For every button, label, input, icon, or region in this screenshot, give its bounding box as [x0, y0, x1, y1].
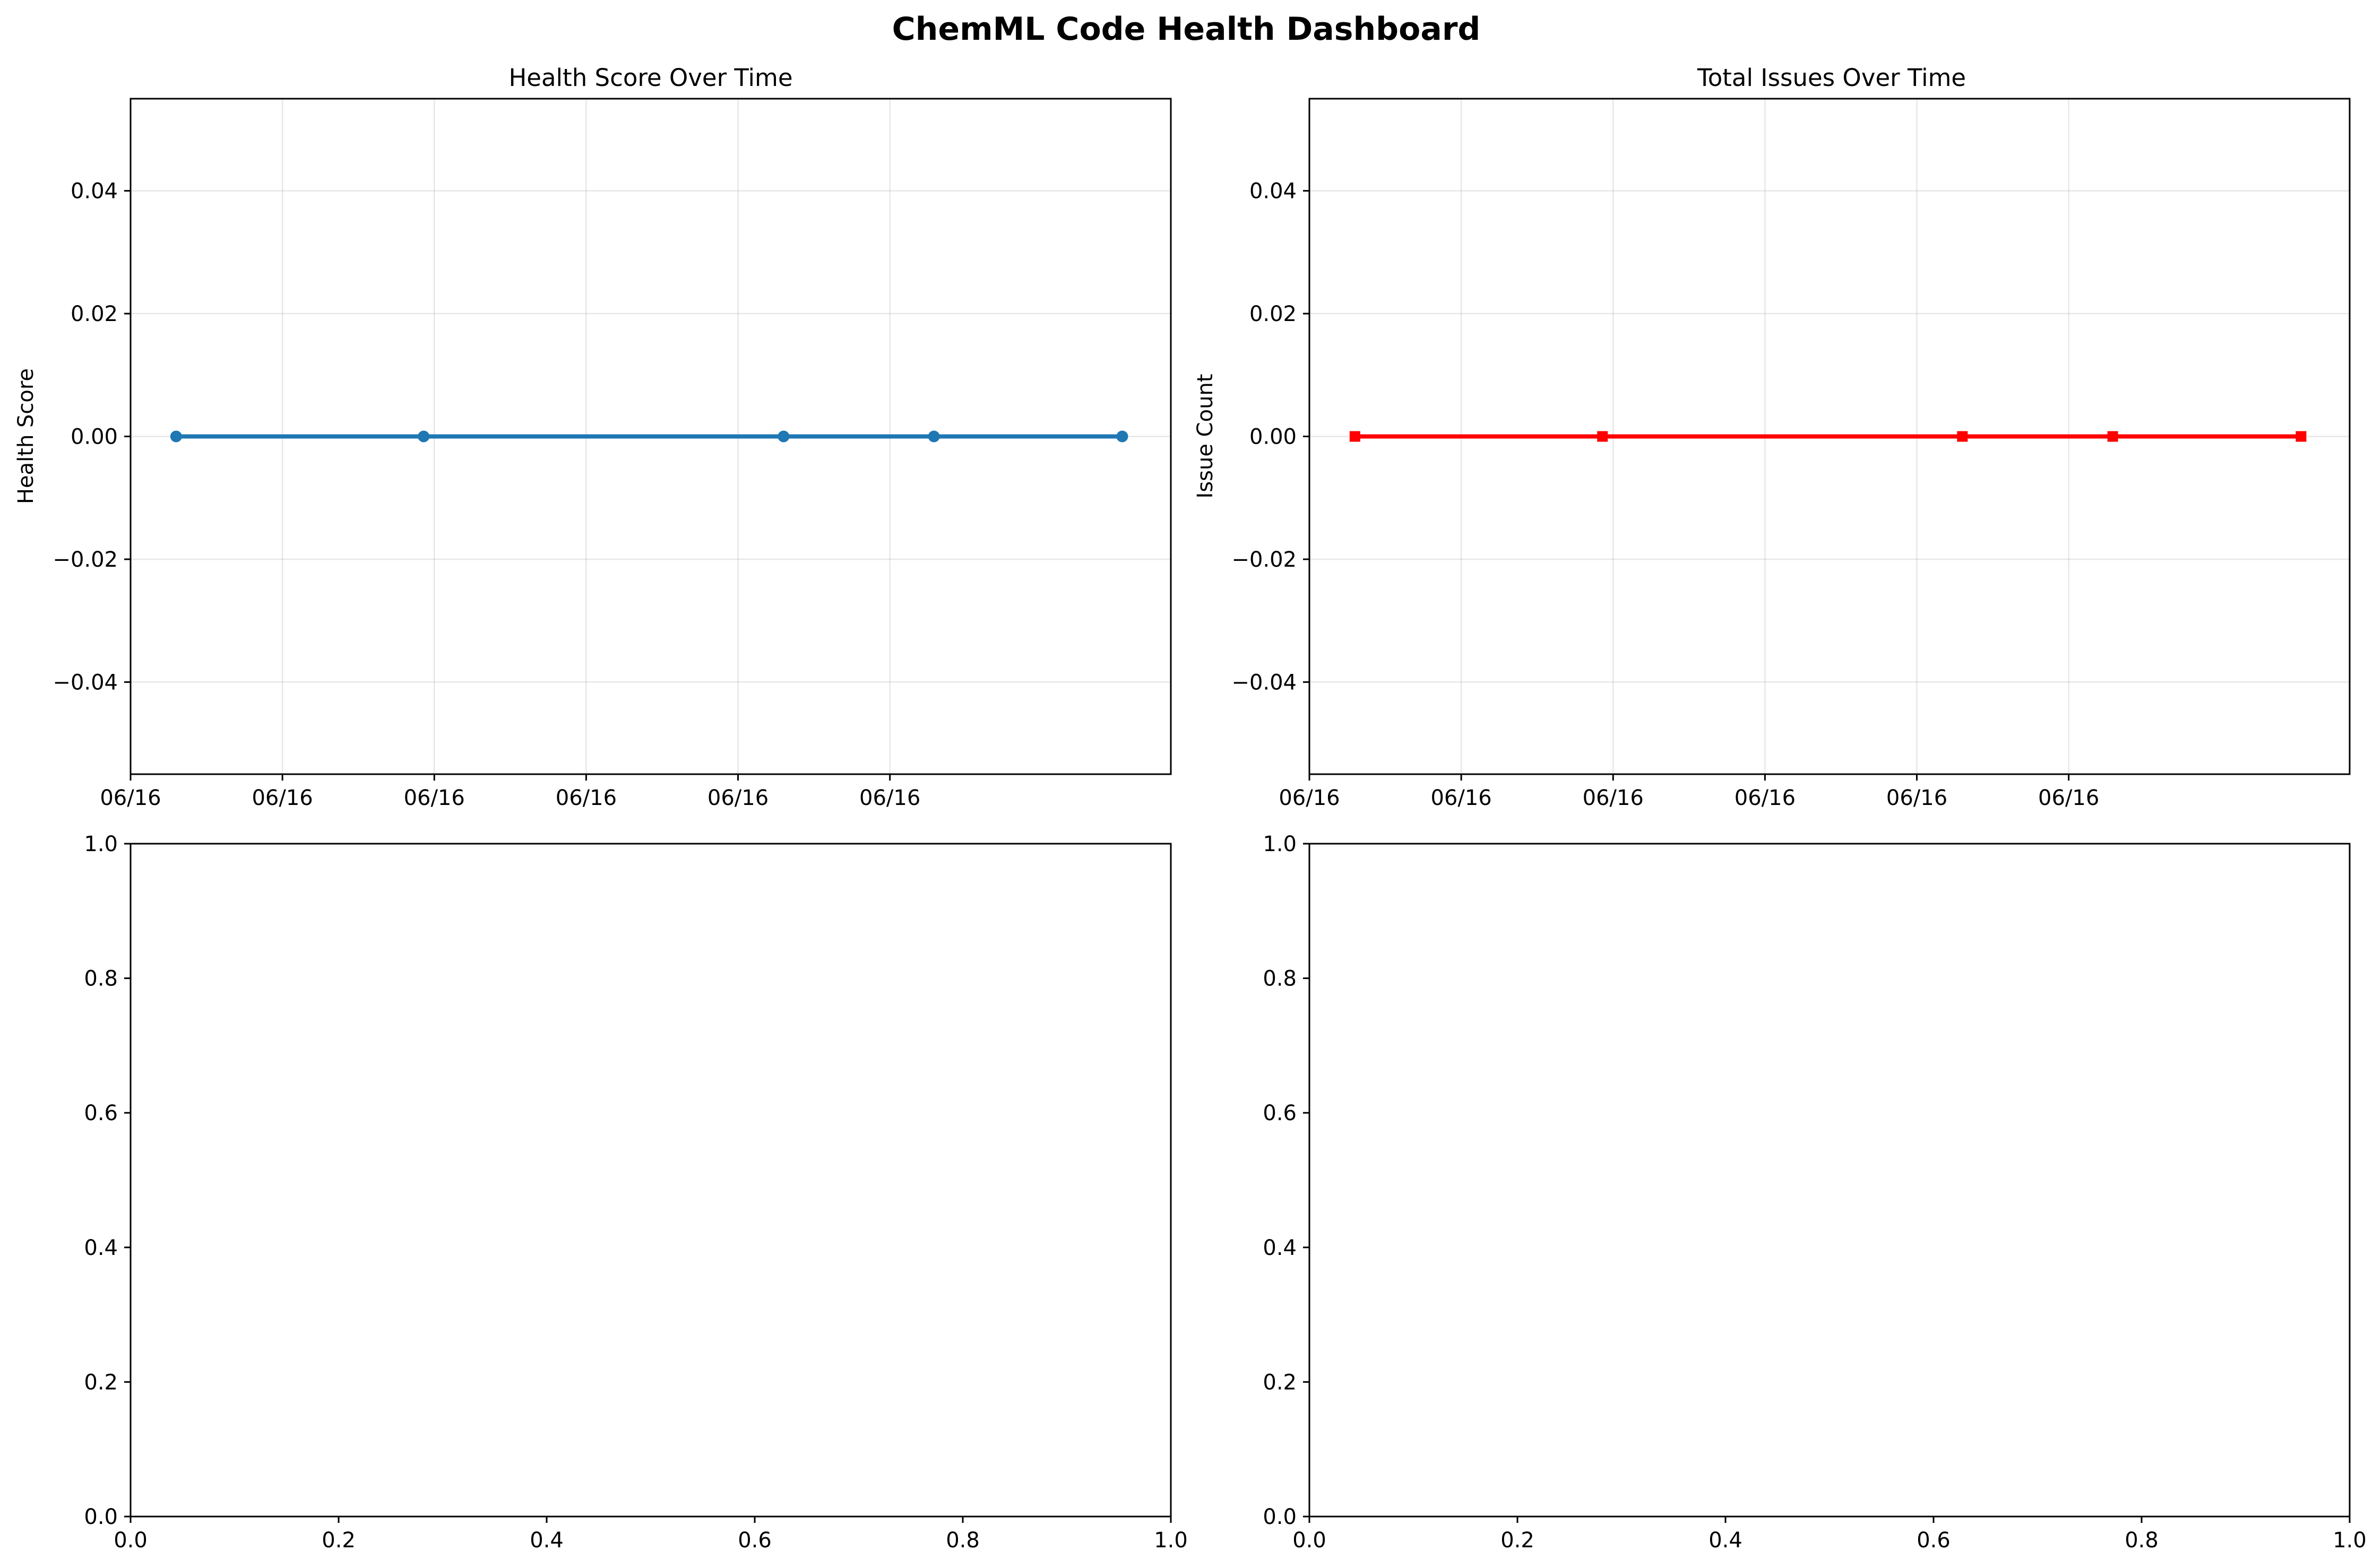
health-score-panel: Health Score Over Time Health Score 06/1… [14, 64, 1172, 810]
x-tick-label: 1.0 [1154, 1528, 1188, 1553]
data-point [1957, 431, 1968, 442]
y-tick-label: −0.04 [53, 670, 118, 695]
y-tick-label: 0.00 [1249, 425, 1297, 449]
y-tick-label: 0.2 [1263, 1370, 1297, 1394]
y-tick-label: 0.6 [84, 1101, 118, 1125]
y-tick-label: 0.04 [1249, 179, 1297, 204]
x-tick-label: 06/16 [404, 786, 465, 810]
x-tick-label: 06/16 [707, 786, 769, 810]
y-tick-label: 0.04 [71, 179, 118, 204]
y-tick-label: 0.02 [1249, 302, 1297, 326]
y-tick-label: 1.0 [84, 832, 118, 856]
empty-panel-bottom-left: 0.0 0.2 0.4 0.6 0.8 1.0 0.0 0.2 0.4 0.6 0.8 1.0 [84, 832, 1187, 1553]
y-tick-label: 0.00 [71, 425, 118, 449]
axes-frame [130, 843, 1172, 1518]
x-tick-label: 0.6 [738, 1528, 772, 1553]
x-tick-label: 06/16 [859, 786, 920, 810]
x-tick-label: 06/16 [1886, 786, 1947, 810]
x-tick-label: 06/16 [252, 786, 313, 810]
y-tick-label: −0.02 [53, 548, 118, 572]
x-tick-label: 06/16 [556, 786, 617, 810]
data-point [1597, 431, 1608, 442]
x-tick-label: 0.2 [322, 1528, 356, 1553]
axes-frame [1308, 843, 2351, 1518]
x-tick-label: 0.8 [946, 1528, 980, 1553]
dashboard-title: ChemML Code Health Dashboard [892, 11, 1481, 48]
x-tick-label: 1.0 [2333, 1528, 2367, 1553]
data-point [2107, 431, 2118, 442]
y-tick-label: 0.0 [1263, 1505, 1297, 1529]
empty-panel-bottom-right: 0.0 0.2 0.4 0.6 0.8 1.0 0.0 0.2 0.4 0.6 0.8 1.0 [1263, 832, 2366, 1553]
y-tick-label: 0.02 [71, 302, 118, 326]
data-point [418, 430, 430, 443]
y-tick-label: −0.02 [1231, 548, 1297, 572]
x-tick-label: 0.2 [1500, 1528, 1534, 1553]
data-point [170, 430, 182, 443]
x-tick-label: 06/16 [100, 786, 161, 810]
total-issues-title: Total Issues Over Time [1697, 64, 1966, 92]
data-point [1116, 430, 1128, 443]
total-issues-ylabel: Issue Count [1193, 374, 1218, 499]
y-tick-label: 0.2 [84, 1370, 118, 1394]
health-score-ylabel: Health Score [14, 368, 38, 504]
x-tick-label: 0.0 [1292, 1528, 1326, 1553]
x-tick-label: 0.0 [114, 1528, 148, 1553]
x-tick-label: 0.4 [530, 1528, 564, 1553]
x-tick-label: 06/16 [1583, 786, 1644, 810]
y-tick-label: 0.8 [1263, 967, 1297, 991]
data-point [1349, 431, 1360, 442]
y-tick-label: 1.0 [1263, 832, 1297, 856]
x-tick-label: 06/16 [1279, 786, 1340, 810]
y-tick-label: −0.04 [1231, 670, 1297, 695]
x-tick-label: 06/16 [2038, 786, 2099, 810]
x-tick-label: 06/16 [1430, 786, 1491, 810]
y-tick-label: 0.4 [1263, 1236, 1297, 1260]
y-tick-label: 0.0 [84, 1505, 118, 1529]
y-tick-label: 0.6 [1263, 1101, 1297, 1125]
total-issues-panel: Total Issues Over Time Issue Count 06/16… [1193, 64, 2351, 810]
x-tick-label: 0.6 [1917, 1528, 1951, 1553]
x-tick-label: 0.8 [2125, 1528, 2159, 1553]
data-point [928, 430, 940, 443]
y-tick-label: 0.8 [84, 967, 118, 991]
health-score-title: Health Score Over Time [508, 64, 792, 92]
data-point [778, 430, 790, 443]
y-tick-label: 0.4 [84, 1236, 118, 1260]
data-point [2296, 431, 2307, 442]
x-tick-label: 06/16 [1735, 786, 1796, 810]
x-tick-label: 0.4 [1708, 1528, 1742, 1553]
